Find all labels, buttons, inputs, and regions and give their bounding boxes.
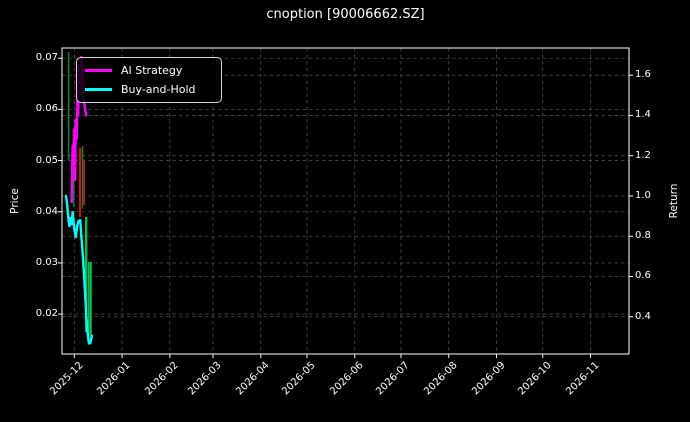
series-line-buy-and-hold xyxy=(64,194,94,345)
y-tick-label-return: 1.6 xyxy=(635,69,651,81)
y-tick-label-return: 0.6 xyxy=(635,270,651,282)
y-tick-label-price: 0.02 xyxy=(35,308,58,320)
ai-strategy-line-swatch xyxy=(85,69,112,73)
y-tick-label-price: 0.04 xyxy=(35,205,58,217)
y-tick-label-price: 0.05 xyxy=(35,154,58,166)
legend: AI Strategy Buy-and-Hold xyxy=(76,57,222,103)
chart-title: cnoption [90006662.SZ] xyxy=(266,7,425,22)
legend-item-ai-strategy: AI Strategy xyxy=(85,64,213,77)
legend-label-ai-strategy: AI Strategy xyxy=(121,64,183,78)
y-tick-label-price: 0.03 xyxy=(35,256,58,268)
plot-border xyxy=(61,47,630,355)
y-tick-label-return: 1.2 xyxy=(635,149,651,161)
y-tick-label-return: 1.0 xyxy=(635,189,651,201)
y-tick-label-return: 0.4 xyxy=(635,310,651,322)
y-tick-label-price: 0.06 xyxy=(35,103,58,115)
legend-item-buy-and-hold: Buy-and-Hold xyxy=(85,83,213,96)
y-tick-label-return: 1.4 xyxy=(635,109,651,121)
y-tick-label-price: 0.07 xyxy=(35,52,58,64)
legend-label-buy-and-hold: Buy-and-Hold xyxy=(121,82,196,96)
y-tick-label-return: 0.8 xyxy=(635,230,651,242)
buy-and-hold-line-swatch xyxy=(85,87,112,91)
